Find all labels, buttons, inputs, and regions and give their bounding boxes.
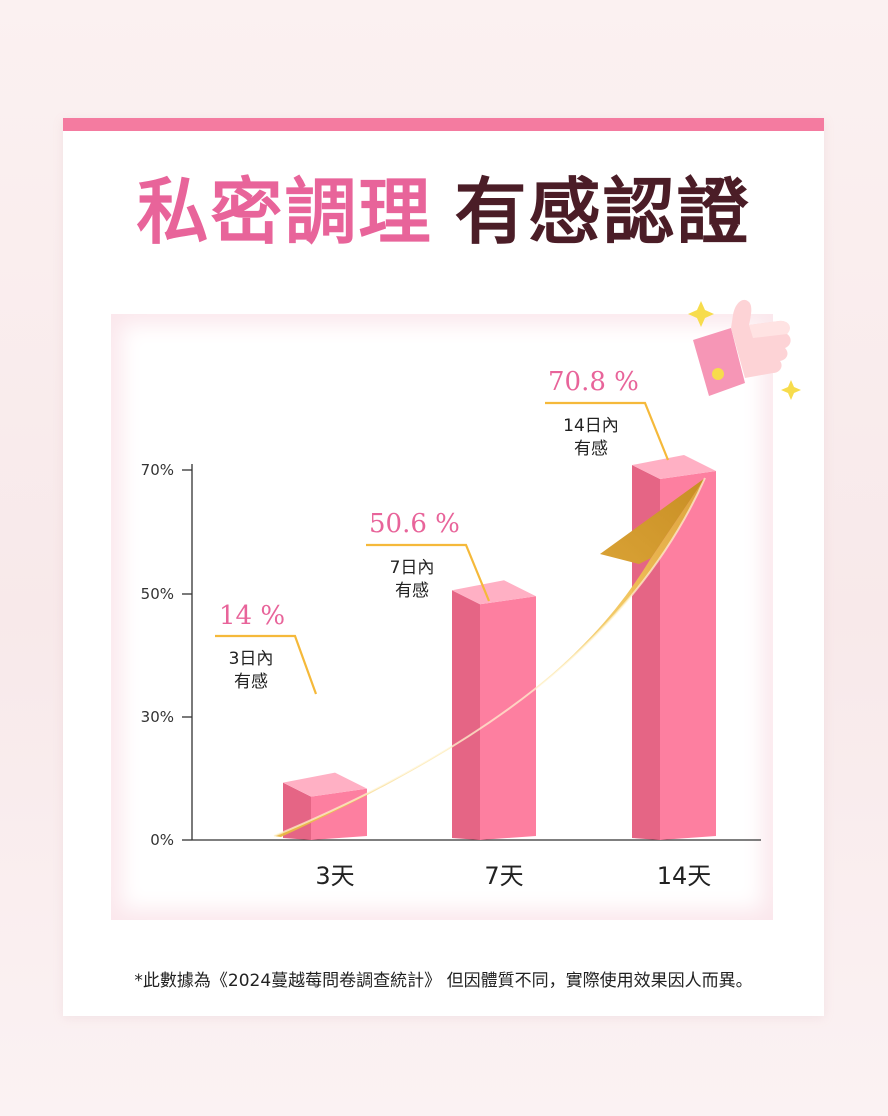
title-part-2: 有感認證 xyxy=(454,169,751,254)
bar-front xyxy=(311,788,367,840)
y-tick-label: 70% xyxy=(141,461,174,479)
sparkle-icon xyxy=(781,380,801,400)
chart-frame: 0% 30% 50% 70% 14 % 3日內 有感 50.6 % 7日內 有感 70.8 % 14… xyxy=(111,314,773,920)
title-part-1: 私密調理 xyxy=(136,169,433,254)
callout-annotation: 有感 xyxy=(395,581,429,601)
callout-line xyxy=(366,543,491,602)
thumbs-up-icon xyxy=(688,299,801,400)
x-tick-label: 14天 xyxy=(657,862,712,890)
callout-line xyxy=(545,401,670,461)
data-label: 14 % xyxy=(219,601,285,631)
card-top-bar xyxy=(63,118,824,131)
x-axis-labels: 3天 7天 14天 xyxy=(315,862,711,890)
x-tick-label: 7天 xyxy=(484,862,523,890)
y-tick-label: 0% xyxy=(150,831,174,849)
callout-line xyxy=(215,634,318,695)
data-label: 70.8 % xyxy=(548,367,639,397)
callout-annotation: 7日內 xyxy=(390,558,435,578)
callout-annotation: 14日內 xyxy=(563,416,619,436)
bar-side xyxy=(452,590,480,840)
callout-annotation: 有感 xyxy=(234,672,268,692)
callout-annotation: 有感 xyxy=(574,439,608,459)
chart-bars xyxy=(283,455,716,840)
data-label: 50.6 % xyxy=(369,509,460,539)
bar-top xyxy=(452,580,536,605)
page-title: 私密調理 有感認證 xyxy=(63,176,824,248)
bar-front xyxy=(480,596,536,840)
bar xyxy=(283,772,367,840)
callout-annotation: 3日內 xyxy=(229,649,274,669)
infographic-card: 私密調理 有感認證 0% 30% 50% 70% xyxy=(63,118,824,1016)
bar xyxy=(452,580,536,840)
growth-arrow xyxy=(273,477,706,837)
footnote: *此數據為《2024蔓越莓問卷調查統計》 但因體質不同，實際使用效果因人而異。 xyxy=(134,971,753,991)
y-tick-label: 50% xyxy=(141,585,174,603)
bar-top xyxy=(632,455,716,480)
y-tick-label: 30% xyxy=(141,708,174,726)
bar-front xyxy=(660,471,716,840)
sparkle-icon xyxy=(688,301,714,327)
x-tick-label: 3天 xyxy=(315,862,354,890)
bar-top xyxy=(283,772,367,797)
chart-axes: 0% 30% 50% 70% xyxy=(141,461,761,849)
